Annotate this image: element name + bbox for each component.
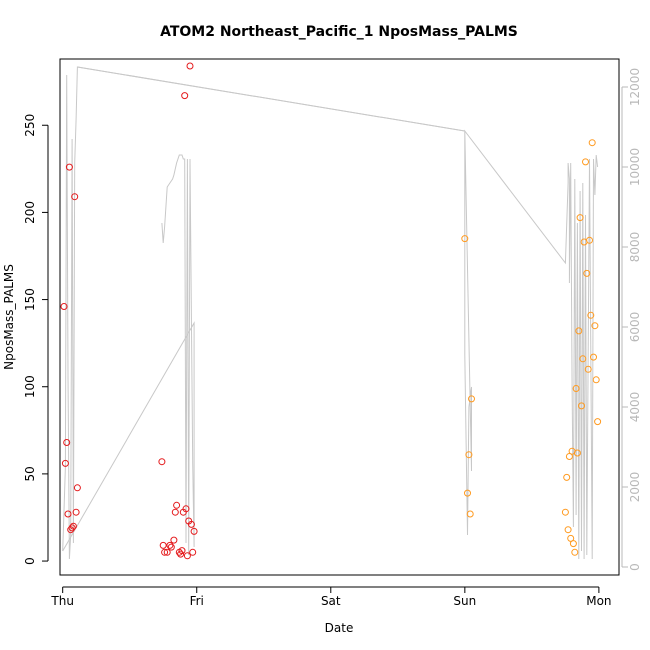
data-point-orange-11 xyxy=(569,540,577,548)
data-point-orange-14 xyxy=(573,449,581,457)
data-point-red-17 xyxy=(170,536,178,544)
data-point-orange-2 xyxy=(465,451,473,459)
y2-tick-label: 6000 xyxy=(628,312,642,343)
data-point-red-8 xyxy=(71,193,79,201)
data-point-red-29 xyxy=(187,520,195,528)
x-axis-label: Date xyxy=(325,621,354,635)
y-tick-label: 250 xyxy=(23,114,37,137)
data-point-orange-18 xyxy=(579,355,587,363)
y2-tick-label: 8000 xyxy=(628,232,642,263)
x-tick-label: Sun xyxy=(453,594,476,608)
y-tick-label: 100 xyxy=(23,375,37,398)
data-point-red-12 xyxy=(159,541,167,549)
y-axis: 0 50 100 150 200 250 xyxy=(23,114,49,565)
data-point-red-26 xyxy=(183,552,191,560)
data-point-orange-22 xyxy=(584,365,592,373)
data-point-red-28 xyxy=(186,62,194,70)
x-tick-label: Thu xyxy=(50,594,74,608)
data-point-orange-23 xyxy=(586,236,593,244)
data-point-orange-17 xyxy=(578,402,585,410)
x-tick-label: Fri xyxy=(190,594,204,608)
data-point-orange-20 xyxy=(582,158,589,166)
data-point-orange-13 xyxy=(572,385,580,392)
series-line-2 xyxy=(62,154,195,556)
y2-tick-label: 10000 xyxy=(628,148,642,186)
points-layer xyxy=(60,62,602,560)
data-point-red-16 xyxy=(167,543,175,551)
y2-axis: 0 2000 4000 6000 8000 10000 12000 xyxy=(621,68,642,571)
data-point-orange-7 xyxy=(564,526,572,534)
data-point-red-21 xyxy=(177,550,185,558)
plot-frame xyxy=(59,58,620,576)
data-point-orange-1 xyxy=(464,489,471,497)
data-point-orange-28 xyxy=(592,376,600,384)
data-point-orange-8 xyxy=(565,453,573,460)
data-point-orange-27 xyxy=(591,322,599,330)
y-tick-label: 200 xyxy=(23,201,37,224)
data-point-red-30 xyxy=(189,548,197,556)
line-layer xyxy=(62,66,599,560)
x-tick-label: Sat xyxy=(321,594,341,608)
data-point-orange-12 xyxy=(571,548,579,556)
data-point-red-3 xyxy=(64,510,72,518)
data-point-red-0 xyxy=(60,303,68,310)
data-point-orange-26 xyxy=(590,353,597,361)
y2-tick-label: 0 xyxy=(628,563,642,571)
data-point-red-13 xyxy=(161,548,169,556)
data-point-red-11 xyxy=(158,458,166,466)
data-point-orange-3 xyxy=(466,510,474,518)
data-point-orange-5 xyxy=(561,508,569,516)
data-point-red-19 xyxy=(173,501,181,509)
data-point-red-14 xyxy=(163,548,171,556)
y-tick-label: 50 xyxy=(23,466,37,481)
data-point-red-2 xyxy=(63,439,71,446)
data-point-red-24 xyxy=(181,92,189,100)
data-point-red-18 xyxy=(171,508,179,516)
data-point-orange-24 xyxy=(587,311,595,319)
data-point-red-6 xyxy=(68,524,76,532)
series-line-1 xyxy=(62,66,599,560)
data-point-orange-4 xyxy=(468,395,475,403)
data-point-red-9 xyxy=(72,508,80,516)
data-point-red-22 xyxy=(178,547,186,555)
data-point-orange-15 xyxy=(575,327,583,335)
data-point-orange-25 xyxy=(588,139,596,147)
series-line-3 xyxy=(77,66,465,132)
data-point-red-4 xyxy=(65,163,73,171)
data-point-red-25 xyxy=(182,505,190,513)
y2-tick-label: 2000 xyxy=(628,472,642,503)
y-tick-label: 150 xyxy=(23,288,37,311)
x-axis: Thu Fri Sat Sun Mon xyxy=(50,586,612,608)
data-point-red-1 xyxy=(61,459,69,467)
x-tick-label: Mon xyxy=(586,594,611,608)
y-axis-label: NposMass_PALMS xyxy=(2,264,16,370)
data-point-orange-6 xyxy=(563,473,571,481)
y-tick-label: 0 xyxy=(23,557,37,565)
data-point-orange-21 xyxy=(583,269,591,277)
data-point-red-31 xyxy=(190,527,198,535)
data-point-red-10 xyxy=(73,484,81,492)
chart-title: ATOM2 Northeast_Pacific_1 NposMass_PALMS xyxy=(160,24,518,40)
data-point-orange-29 xyxy=(594,418,602,426)
data-point-orange-0 xyxy=(461,235,469,243)
y2-tick-label: 12000 xyxy=(628,68,642,106)
data-point-red-7 xyxy=(69,522,77,530)
y2-tick-label: 4000 xyxy=(628,392,642,423)
data-point-red-15 xyxy=(166,541,174,549)
data-point-orange-16 xyxy=(576,214,584,222)
